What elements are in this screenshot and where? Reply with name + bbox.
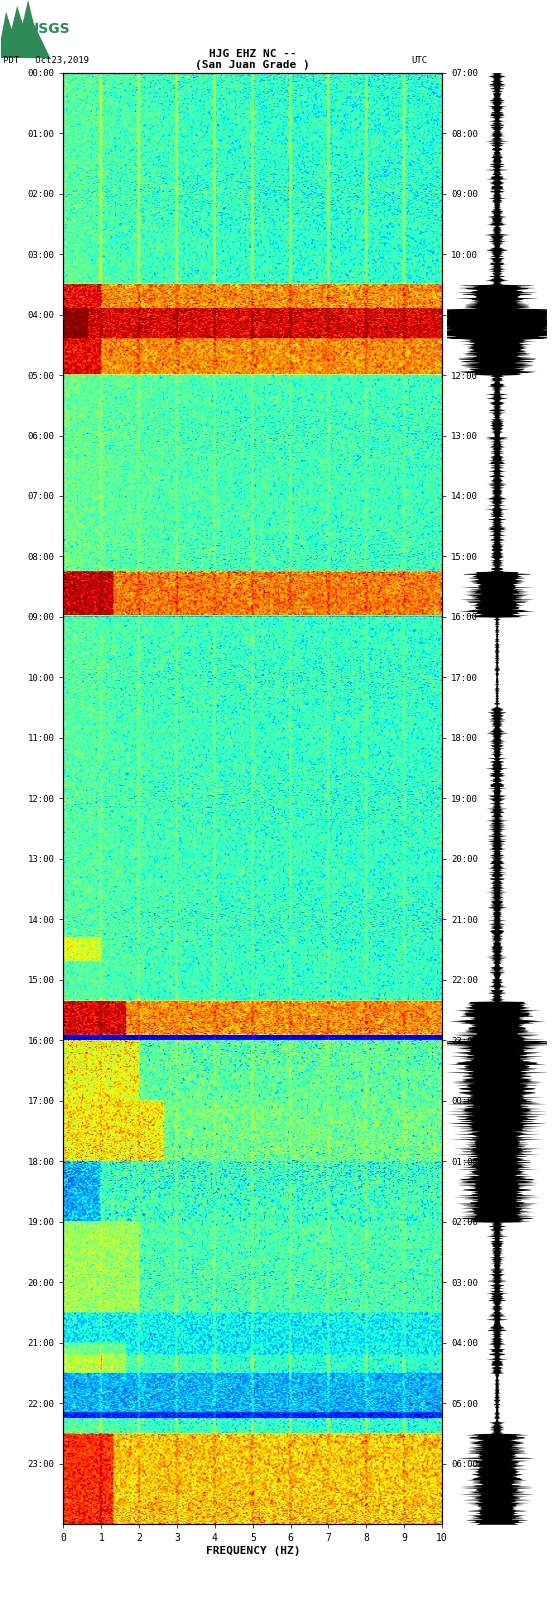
X-axis label: FREQUENCY (HZ): FREQUENCY (HZ): [205, 1547, 300, 1557]
Title: HJG EHZ NC --
(San Juan Grade ): HJG EHZ NC -- (San Juan Grade ): [195, 48, 310, 71]
Text: USGS: USGS: [28, 23, 71, 35]
PathPatch shape: [1, 0, 50, 58]
Text: UTC: UTC: [411, 56, 427, 65]
Text: PDT   Oct23,2019: PDT Oct23,2019: [3, 56, 89, 65]
